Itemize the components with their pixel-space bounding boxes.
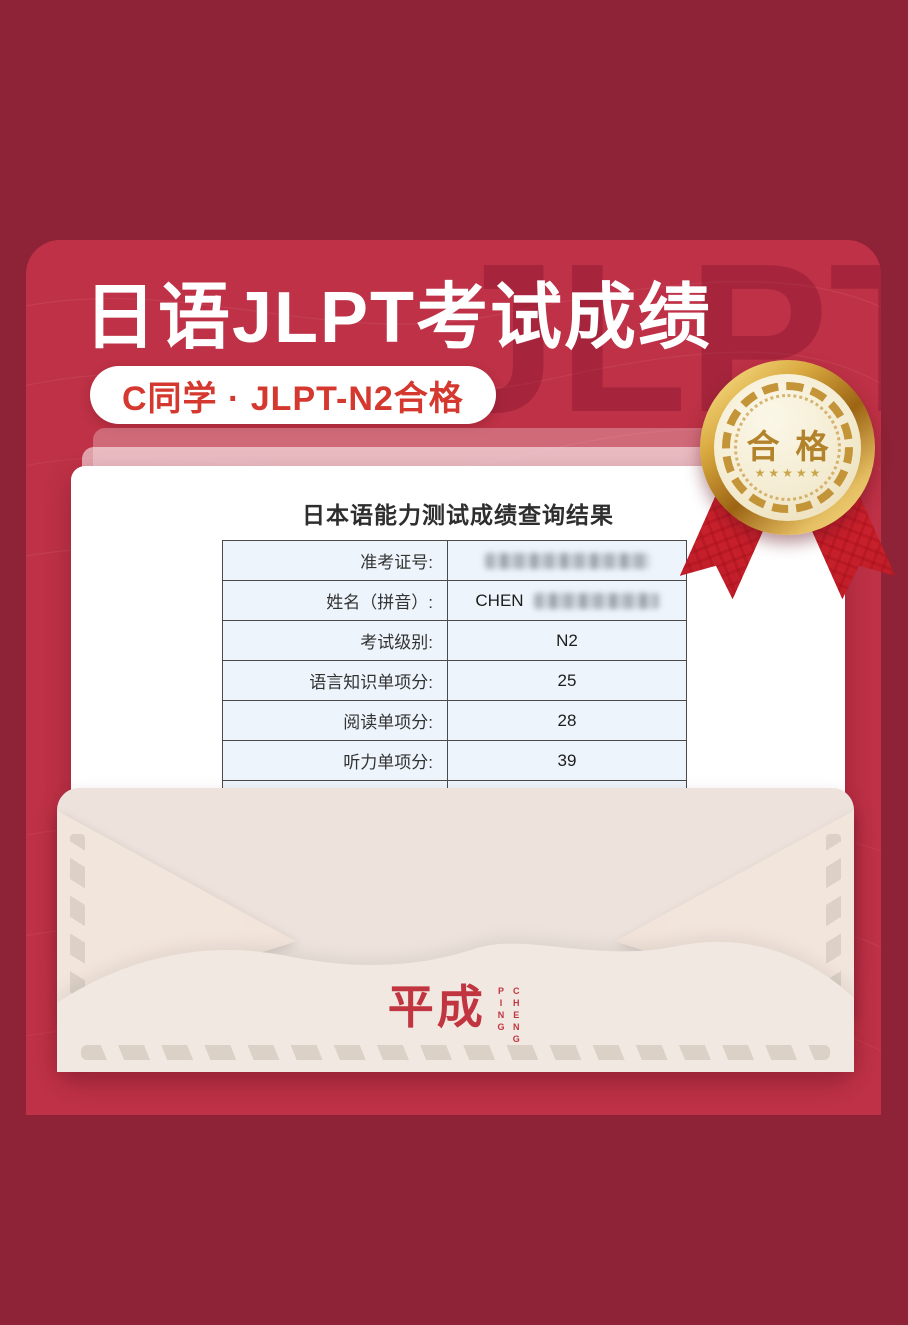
row-value: CHEN xyxy=(448,581,686,620)
name-prefix: CHEN xyxy=(475,590,524,610)
table-row: 准考证号: xyxy=(223,541,686,581)
hatch-stripes-bottom xyxy=(81,1045,830,1060)
medal-circle: 合格 ★★★★★ xyxy=(700,360,875,535)
row-value: N2 xyxy=(556,630,578,650)
table-row: 听力单项分: 39 xyxy=(223,741,686,781)
laurel-wreath-icon xyxy=(722,382,853,513)
brand-logo: 平成 CHENG PING xyxy=(388,984,524,1046)
row-value: 28 xyxy=(557,710,577,730)
brand-logo-pinyin: CHENG PING xyxy=(496,986,522,1046)
row-label: 语言知识单项分: xyxy=(223,661,448,700)
redacted-value xyxy=(533,592,659,609)
pass-medal: 合格 ★★★★★ xyxy=(700,360,875,605)
laurel-wreath-icon xyxy=(734,394,841,501)
row-value: 39 xyxy=(557,750,577,770)
report-title: 日本语能力测试成绩查询结果 xyxy=(302,502,614,528)
redacted-value xyxy=(484,552,650,569)
envelope: 平成 CHENG PING xyxy=(57,788,854,1072)
medal-pass-text: 合格 xyxy=(746,428,845,465)
envelope-front-flap xyxy=(57,941,854,1072)
table-row: 阅读单项分: 28 xyxy=(223,701,686,741)
row-label: 准考证号: xyxy=(223,541,448,580)
row-label: 阅读单项分: xyxy=(223,701,448,740)
row-value: 25 xyxy=(557,670,577,690)
table-row: 语言知识单项分: 25 xyxy=(223,661,686,701)
row-label: 考试级别: xyxy=(223,621,448,660)
medal-stars: ★★★★★ xyxy=(754,466,824,480)
row-label: 听力单项分: xyxy=(223,741,448,780)
hatch-stripes-left xyxy=(70,834,85,1030)
page-title: 日语JLPT考试成绩 xyxy=(84,278,713,358)
row-value xyxy=(448,541,686,580)
table-row: 考试级别: N2 xyxy=(223,621,686,661)
brand-logo-chinese: 平成 xyxy=(387,981,486,1033)
table-row: 姓名（拼音）: CHEN xyxy=(223,581,686,621)
row-label: 姓名（拼音）: xyxy=(223,581,448,620)
student-result-badge: C同学 · JLPT-N2合格 xyxy=(90,366,496,424)
